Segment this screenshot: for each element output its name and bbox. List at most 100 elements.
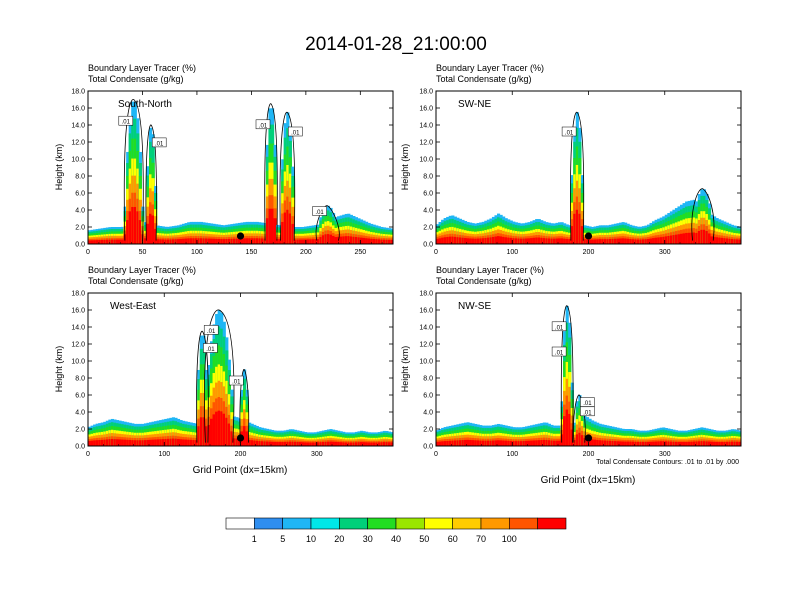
tracer-cell [161,239,165,244]
contour-info-note: Total Condensate Contours: .01 to .01 by… [596,459,739,466]
tracer-cell [131,440,135,446]
tracer-cell [697,231,701,244]
tracer-cell [133,440,137,446]
tracer-cell [700,441,704,446]
tracer-cell [337,442,341,446]
contour-label: .01 [555,351,564,357]
tracer-cell [184,238,188,244]
tracer-cell [90,240,94,244]
tracer-cell [542,439,546,446]
tracer-cell [103,239,107,244]
tracer-cell [179,238,183,244]
tracer-cell [573,439,577,446]
y-tick-label: 16.0 [71,308,85,315]
panel-subtitle-tracer: Boundary Layer Tracer (%) [436,63,544,73]
tracer-cell [715,441,719,446]
tracer-cell [558,440,562,446]
tracer-cell [334,441,338,446]
tracer-cell [486,237,490,244]
tracer-cell [365,442,369,446]
tracer-cell [685,442,689,446]
tracer-cell [372,442,376,446]
tracer-cell [591,439,595,446]
tracer-cell [720,442,724,446]
tracer-cell [532,237,536,244]
cross-section-field: .01 .01 .01 [88,309,393,446]
tracer-cell [494,440,498,446]
tracer-cell [733,441,737,446]
tracer-cell [237,438,242,446]
tracer-cell [115,239,120,244]
tracer-cell [245,238,249,244]
tracer-cell [730,441,734,446]
tracer-cell [532,440,536,446]
tracer-cell [527,238,531,244]
contour-label-box [561,126,577,137]
tracer-cell [359,237,364,244]
tracer-cell [624,238,628,244]
tracer-cell [537,237,541,244]
tracer-cell [100,239,104,244]
tracer-cell [110,239,115,244]
tracer-cell [199,238,203,244]
condensate-contour [196,330,209,443]
tracer-cell [639,442,643,446]
tracer-cell [463,439,468,446]
tracer-cell [141,440,145,446]
tracer-cell [212,238,216,244]
tracer-cell [276,239,280,244]
tracer-cell [90,440,94,446]
tracer-cell [522,441,526,446]
tracer-cell [222,239,226,244]
tracer-cell [585,239,590,244]
x-tick-label: 0 [434,249,438,256]
tracer-cell [652,238,656,244]
contour-label-box [580,406,595,417]
tracer-cell [662,441,666,446]
x-tick-label: 0 [434,451,438,458]
tracer-cell [377,442,381,446]
tracer-cell [560,238,564,244]
colorbar-swatch [537,517,567,530]
tracer-cell [738,239,741,244]
panel-subtitle-condensate: Total Condensate (g/kg) [436,74,532,84]
tracer-cell [151,439,155,446]
tracer-cell [596,239,600,244]
tracer-cell [309,442,313,446]
tracer-cell [319,237,323,244]
tracer-cell [380,239,384,244]
tracer-cell [225,239,229,244]
tracer-cell [344,442,348,446]
y-tick-label: 14.0 [71,325,85,332]
colorbar-swatch [310,517,340,530]
tracer-cell [93,240,97,244]
tracer-cell [527,440,531,446]
colorbar-swatch [339,517,368,530]
tracer-cell [169,239,173,244]
tracer-cell [436,441,440,446]
tracer-cell [674,441,679,446]
colorbar-label: 10 [306,534,316,544]
colorbar-label: 60 [448,534,458,544]
axes: 0.0 2.0 4.0 6.0 8.0 10.0 12.0 14.0 16.0 18.0 0 100 2… [419,291,742,458]
y-tick-label: 2.0 [423,225,433,232]
condensate-contour [691,188,715,241]
tracer-cell [466,439,470,446]
tracer-cell [326,234,331,244]
tracer-cell [210,418,214,446]
tracer-cell [174,438,178,446]
tracer-cell [339,236,343,244]
tracer-cell [342,442,346,446]
tracer-cell [682,442,686,446]
colorbar-swatch [395,517,425,530]
tracer-cell [461,440,465,446]
tracer-cell [611,440,615,446]
tracer-cell [443,237,447,244]
location-marker [584,434,593,442]
tracer-cell [143,238,148,244]
tracer-cell [136,211,140,244]
tracer-cell [100,439,104,446]
tracer-cell [644,442,648,446]
tracer-cell [463,238,468,244]
tracer-cell [288,213,292,244]
